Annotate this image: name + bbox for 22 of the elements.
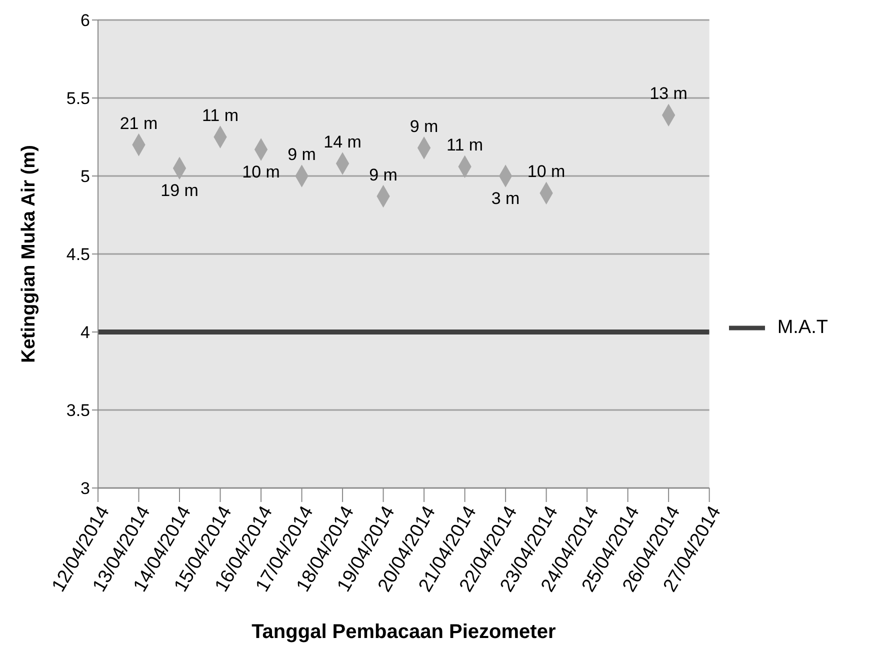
y-tick-label: 5.5 xyxy=(66,89,90,108)
annotation: 14 m xyxy=(324,132,362,152)
y-axis-title: Ketinggian Muka Air (m) xyxy=(18,145,40,363)
x-axis-title: Tanggal Pembacaan Piezometer xyxy=(252,621,556,643)
annotation: 21 m xyxy=(120,114,158,133)
annotation: 9 m xyxy=(410,116,438,136)
y-tick-label: 3.5 xyxy=(66,401,90,420)
legend-label: M.A.T xyxy=(777,317,828,338)
annotation: 19 m xyxy=(160,181,198,200)
y-tick-label: 6 xyxy=(80,11,90,30)
y-tick-label: 4.5 xyxy=(66,245,90,264)
y-tick-label: 3 xyxy=(80,479,90,498)
y-tick-label: 4 xyxy=(80,323,90,342)
annotation: 9 m xyxy=(288,145,316,164)
annotation: 11 m xyxy=(446,136,484,155)
annotation: 3 m xyxy=(491,189,520,208)
annotation: 11 m xyxy=(202,106,239,125)
annotation: 13 m xyxy=(650,84,688,104)
y-tick-label: 5 xyxy=(80,167,90,186)
annotation: 10 m xyxy=(527,162,566,182)
annotation: 9 m xyxy=(369,165,398,184)
annotation: 10 m xyxy=(242,162,280,182)
